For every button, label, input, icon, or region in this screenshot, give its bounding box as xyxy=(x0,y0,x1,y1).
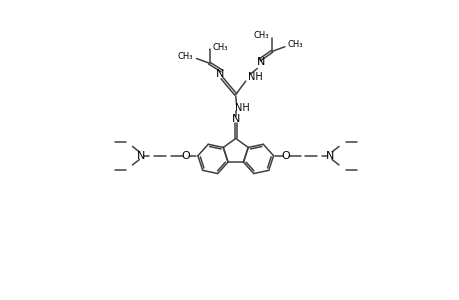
Text: N: N xyxy=(136,151,145,161)
Text: CH₃: CH₃ xyxy=(178,52,193,61)
Text: CH₃: CH₃ xyxy=(253,31,268,40)
Text: NH: NH xyxy=(248,72,263,82)
Text: N: N xyxy=(325,151,334,161)
Text: N: N xyxy=(231,114,240,124)
Text: CH₃: CH₃ xyxy=(287,40,303,49)
Text: N: N xyxy=(256,57,265,68)
Text: CH₃: CH₃ xyxy=(212,43,228,52)
Text: O: O xyxy=(281,151,290,161)
Text: N: N xyxy=(215,69,223,79)
Text: O: O xyxy=(181,151,190,161)
Text: NH: NH xyxy=(234,103,249,113)
